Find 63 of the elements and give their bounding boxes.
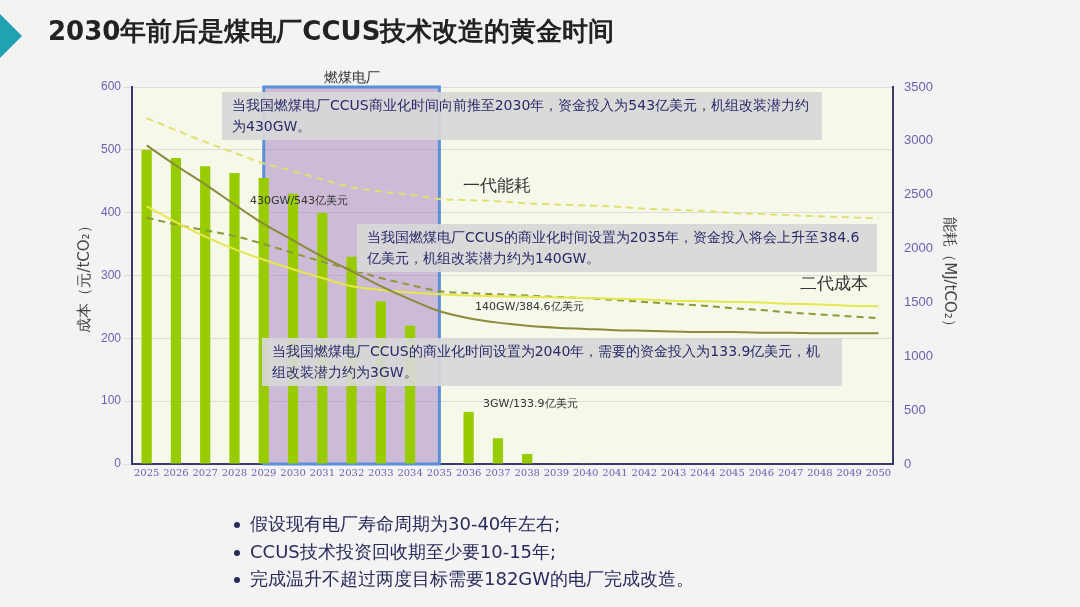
text: 假设现有电厂寿命周期为30-40年左右;	[250, 512, 561, 536]
annotation: 当我国燃煤电厂CCUS商业化时间向前推至2030年，资金投入为543亿美元，机组改装潜力约为430GW。	[222, 92, 822, 140]
x-tick-label: 2027	[192, 466, 218, 478]
y-tick-label: 300	[100, 267, 122, 282]
y2-tick-label: 2000	[904, 240, 933, 256]
y2-tick-label: 2500	[904, 186, 933, 202]
annotation: 二代成本	[800, 272, 868, 295]
x-tick-label: 2025	[133, 466, 160, 478]
y-tick-label: 100	[100, 393, 122, 408]
annotation: 当我国燃煤电厂CCUS的商业化时间设置为2035年，资金投入将会上升至384.6亿美元，机组改装潜力约为140GW。	[357, 224, 877, 272]
x-tick-label: 2049	[836, 466, 862, 478]
annotation: 当我国燃煤电厂CCUS的商业化时间设置为2040年，需要的资金投入为133.9亿美元，机组改装潜力约为3GW。	[262, 338, 842, 386]
x-tick-label: 2032	[338, 466, 365, 478]
x-tick-label: 2036	[455, 466, 482, 478]
annotation: 一代能耗	[463, 174, 531, 197]
y-axis-title: 成本（元/tCO₂）	[74, 218, 93, 333]
y2-tick-label: 1500	[904, 294, 933, 310]
y2-axis-title: 能耗（MJ/tCO₂）	[941, 217, 960, 334]
x-tick-label: 2040	[573, 466, 599, 478]
x-tick-label: 2047	[777, 466, 804, 478]
x-tick-label: 2044	[690, 466, 716, 478]
y-tick-label: 200	[100, 330, 122, 345]
bar	[170, 158, 182, 464]
text: CCUS技术投资回收期至少要10-15年;	[250, 540, 557, 564]
y-tick-label: 0	[114, 456, 122, 471]
x-tick-label: 2026	[163, 466, 189, 478]
text: 完成温升不超过两度目标需要182GW的电厂完成改造。	[250, 567, 695, 591]
y2-tick-label: 0	[904, 455, 912, 471]
x-tick-label: 2050	[865, 466, 892, 478]
bar	[522, 453, 533, 464]
y-tick-label: 400	[100, 204, 122, 219]
y-tick-label: 600	[100, 79, 122, 94]
x-tick-label: 2034	[397, 466, 423, 478]
x-tick-label: 2031	[309, 466, 336, 478]
y2-tick-label: 1000	[904, 347, 933, 363]
bar	[141, 149, 152, 464]
annotation: 3GW/133.9亿美元	[483, 396, 578, 411]
x-tick-label: 2043	[660, 466, 687, 478]
x-tick-label: 2030	[280, 466, 306, 478]
bar	[463, 411, 474, 464]
y2-tick-label: 500	[904, 401, 926, 417]
x-tick-label: 2033	[368, 466, 394, 478]
x-tick-label: 2039	[543, 466, 570, 478]
bar	[229, 173, 240, 464]
x-tick-label: 2035	[426, 466, 453, 478]
x-tick-label: 2042	[631, 466, 657, 478]
line-series	[145, 144, 880, 335]
x-tick-label: 2046	[748, 466, 775, 478]
y-tick-label: 500	[100, 142, 122, 157]
x-tick-label: 2041	[602, 466, 628, 478]
x-tick-label: 2037	[485, 466, 511, 478]
bar	[200, 166, 211, 464]
x-tick-label: 2029	[251, 466, 277, 478]
x-tick-label: 2028	[221, 466, 248, 478]
bar	[492, 438, 504, 464]
x-tick-label: 2045	[719, 466, 745, 478]
y2-tick-label: 3500	[904, 78, 933, 94]
annotation: 140GW/384.6亿美元	[475, 299, 584, 314]
chart-title: 2030年前后是煤电厂CCUS技术改造的黄金时间	[48, 15, 615, 48]
y2-tick-label: 3000	[904, 132, 933, 148]
x-tick-label: 2048	[807, 466, 833, 478]
band-label: 燃煤电厂	[323, 68, 380, 85]
x-tick-label: 2038	[514, 466, 540, 478]
